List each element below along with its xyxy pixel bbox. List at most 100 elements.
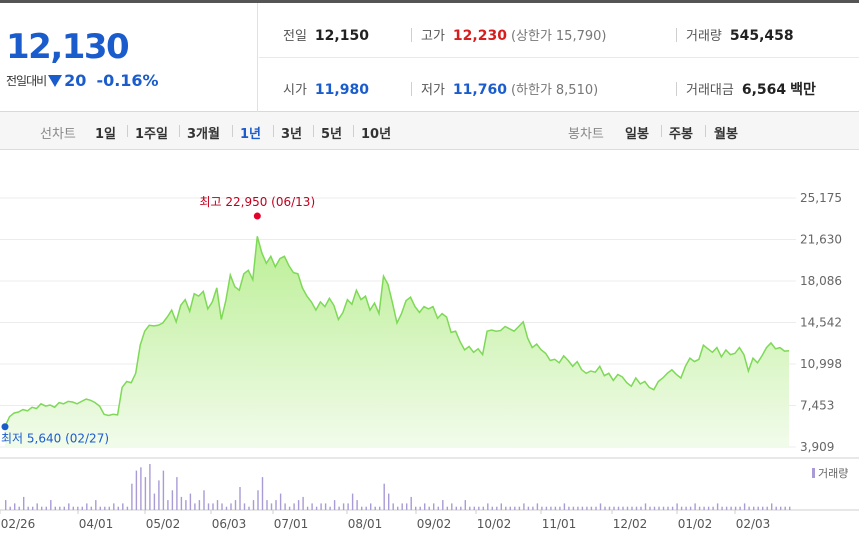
tab-5y[interactable]: 5년	[321, 127, 343, 142]
volume-bar	[279, 493, 282, 510]
volume-bar	[775, 506, 777, 510]
y-tick-label: 14,542	[800, 316, 842, 330]
volume-bar	[27, 506, 29, 510]
volume-bar	[622, 506, 624, 510]
volume-bar	[424, 503, 426, 510]
volume-bar	[757, 506, 759, 510]
volume-bar	[550, 506, 552, 510]
volume-bar	[370, 503, 372, 510]
x-tick-label: 11/01	[542, 517, 577, 531]
chart-x-grid	[0, 510, 736, 514]
volume-bar	[36, 503, 38, 510]
tab-1y[interactable]: 1년	[240, 127, 262, 142]
volume-bar	[563, 503, 566, 510]
volume-bar	[333, 500, 336, 510]
volume-value: 545,458	[729, 28, 794, 44]
trade-amount: 거래대금 6,564 백만	[686, 79, 816, 99]
x-tick-label: 10/02	[477, 517, 512, 531]
open-price: 시가 11,980	[283, 79, 369, 98]
volume-bar	[685, 506, 687, 510]
volume-bar	[293, 503, 295, 510]
lower-limit-label: (하한가	[510, 83, 552, 98]
divider	[411, 28, 412, 42]
price-summary: 12,130 전일대비 20 -0.16% 전일 12,150 고가 12,230(…	[0, 0, 859, 112]
volume-bar	[577, 506, 579, 510]
change-amount: 20	[64, 71, 87, 90]
max-annotation: 최고 22,950 (06/13)	[199, 195, 315, 209]
volume-bar	[595, 506, 597, 510]
volume-bar	[32, 506, 34, 510]
volume-bar	[216, 500, 219, 510]
volume-bar	[667, 506, 669, 510]
x-tick-label: 06/03	[212, 517, 247, 531]
volume-bar	[789, 506, 791, 510]
volume-bar	[487, 503, 489, 510]
volume-bar	[446, 506, 448, 510]
high-value: 12,230	[452, 28, 507, 44]
divider	[676, 82, 677, 96]
volume-bar	[428, 506, 430, 510]
volume-bar	[351, 493, 354, 510]
volume-bar	[122, 503, 124, 510]
high-price: 고가 12,230 (상한가 15,790)	[421, 25, 606, 44]
volume-bar	[180, 496, 183, 510]
volume-bar	[559, 506, 561, 510]
volume-bar	[230, 503, 232, 510]
volume-bar	[689, 506, 692, 510]
tab-weekly[interactable]: 주봉	[669, 127, 693, 142]
volume-bar	[419, 506, 421, 510]
volume-bar	[527, 506, 530, 510]
volume-bar	[81, 506, 83, 510]
volume-bar	[415, 506, 417, 510]
volume-bar	[207, 503, 210, 510]
volume-bar	[653, 506, 656, 510]
volume-bar	[771, 503, 773, 510]
volume-bar	[743, 503, 746, 510]
volume-bar	[342, 503, 345, 510]
volume-bar	[518, 506, 521, 510]
volume-bar	[406, 503, 408, 510]
volume-bar	[383, 483, 385, 510]
volume-bar	[604, 506, 606, 510]
volume-bar	[671, 506, 674, 510]
volume-bar	[464, 500, 466, 510]
volume-bar	[721, 506, 723, 510]
change-percent: -0.16%	[96, 71, 159, 90]
tab-monthly[interactable]: 월봉	[714, 127, 738, 142]
low-label: 저가	[421, 83, 445, 98]
volume-bar	[716, 503, 719, 510]
tab-3y[interactable]: 3년	[281, 127, 303, 142]
volume-bar	[568, 506, 570, 510]
price-area	[5, 236, 789, 447]
divider	[676, 28, 677, 42]
volume-bar	[113, 503, 115, 510]
volume-bar	[5, 500, 7, 510]
tab-10y[interactable]: 10년	[361, 127, 392, 142]
tab-divider	[232, 125, 233, 137]
volume-bar	[135, 470, 138, 510]
tab-1w[interactable]: 1주일	[135, 127, 168, 142]
prev-close: 전일 12,150	[283, 25, 369, 44]
y-tick-label: 10,998	[800, 357, 842, 371]
volume-bar	[234, 500, 237, 510]
x-tick-label: 04/01	[79, 517, 114, 531]
open-label: 시가	[283, 83, 307, 98]
down-triangle-icon	[48, 74, 63, 87]
volume-bar	[392, 503, 394, 510]
volume-bar	[225, 506, 228, 510]
volume-bar	[730, 506, 732, 510]
volume-bar	[734, 506, 737, 510]
volume-bar	[473, 506, 475, 510]
volume-bar	[63, 506, 65, 510]
tab-daily[interactable]: 일봉	[625, 127, 649, 142]
volume-bar	[379, 506, 381, 510]
volume-bar	[505, 506, 507, 510]
tab-divider	[179, 125, 180, 137]
current-price: 12,130	[6, 27, 130, 67]
volume-bar	[117, 506, 119, 510]
volume-bar	[613, 506, 615, 510]
volume-bar	[14, 503, 16, 510]
tab-3m[interactable]: 3개월	[187, 127, 220, 142]
tab-1d[interactable]: 1일	[95, 127, 117, 142]
volume-bar	[437, 506, 439, 510]
